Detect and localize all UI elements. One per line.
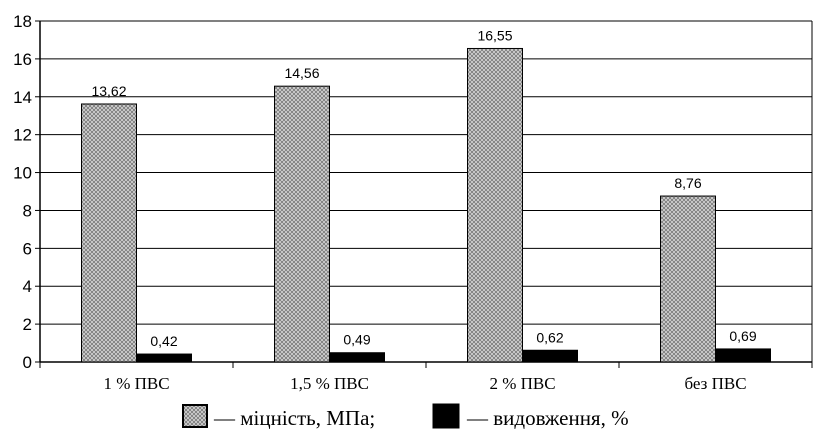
data-label-strength: 14,56 xyxy=(284,65,319,81)
data-label-elongation: 0,62 xyxy=(536,329,563,345)
legend-name-strength: міцність, МПа; xyxy=(240,406,375,430)
x-category-label: 2 % ПВС xyxy=(489,374,555,393)
bar-elongation xyxy=(715,348,771,363)
data-label-elongation: 0,69 xyxy=(729,328,756,344)
x-category-label: без ПВС xyxy=(684,374,746,393)
legend-label-elongation: — видовження, % xyxy=(466,406,629,430)
bar-elongation xyxy=(136,353,192,363)
x-category-label: 1,5 % ПВС xyxy=(290,374,369,393)
data-label-strength: 13,62 xyxy=(91,83,126,99)
legend-name-elongation: видовження, % xyxy=(493,406,628,430)
data-label-strength: 8,76 xyxy=(674,175,701,191)
bar-elongation xyxy=(522,349,578,363)
data-label-strength: 16,55 xyxy=(477,27,512,43)
bars xyxy=(81,47,771,363)
y-tick-label: 18 xyxy=(13,12,32,31)
legend: — міцність, МПа; — видовження, % xyxy=(182,403,629,430)
y-tick-label: 8 xyxy=(23,201,32,220)
y-tick-label: 12 xyxy=(13,126,32,145)
legend-swatch-elongation xyxy=(432,403,460,429)
legend-dash-strength: — xyxy=(213,406,236,430)
data-label-elongation: 0,42 xyxy=(150,333,177,349)
y-tick-label: 4 xyxy=(23,277,32,296)
bar-strength xyxy=(467,47,523,363)
labels: 0 2 4 6 8 10 12 14 16 18 13,62 0,42 1 % ПВС 14,56 0,49… xyxy=(13,12,757,393)
y-tick-label: 10 xyxy=(13,164,32,183)
y-tick-label: 2 xyxy=(23,315,32,334)
x-category-label: 1 % ПВС xyxy=(103,374,169,393)
legend-dash-elongation: — xyxy=(466,406,489,430)
legend-swatch-strength xyxy=(182,404,208,428)
legend-label-strength: — міцність, МПа; xyxy=(213,406,375,430)
data-label-elongation: 0,49 xyxy=(343,332,370,348)
bar-strength xyxy=(660,195,716,363)
y-tick-label: 6 xyxy=(23,239,32,258)
bar-strength xyxy=(81,103,137,363)
y-tick-label: 0 xyxy=(23,353,32,372)
y-tick-label: 16 xyxy=(13,50,32,69)
bar-elongation xyxy=(329,352,385,363)
bar-strength xyxy=(274,85,330,363)
y-tick-label: 14 xyxy=(13,88,32,107)
